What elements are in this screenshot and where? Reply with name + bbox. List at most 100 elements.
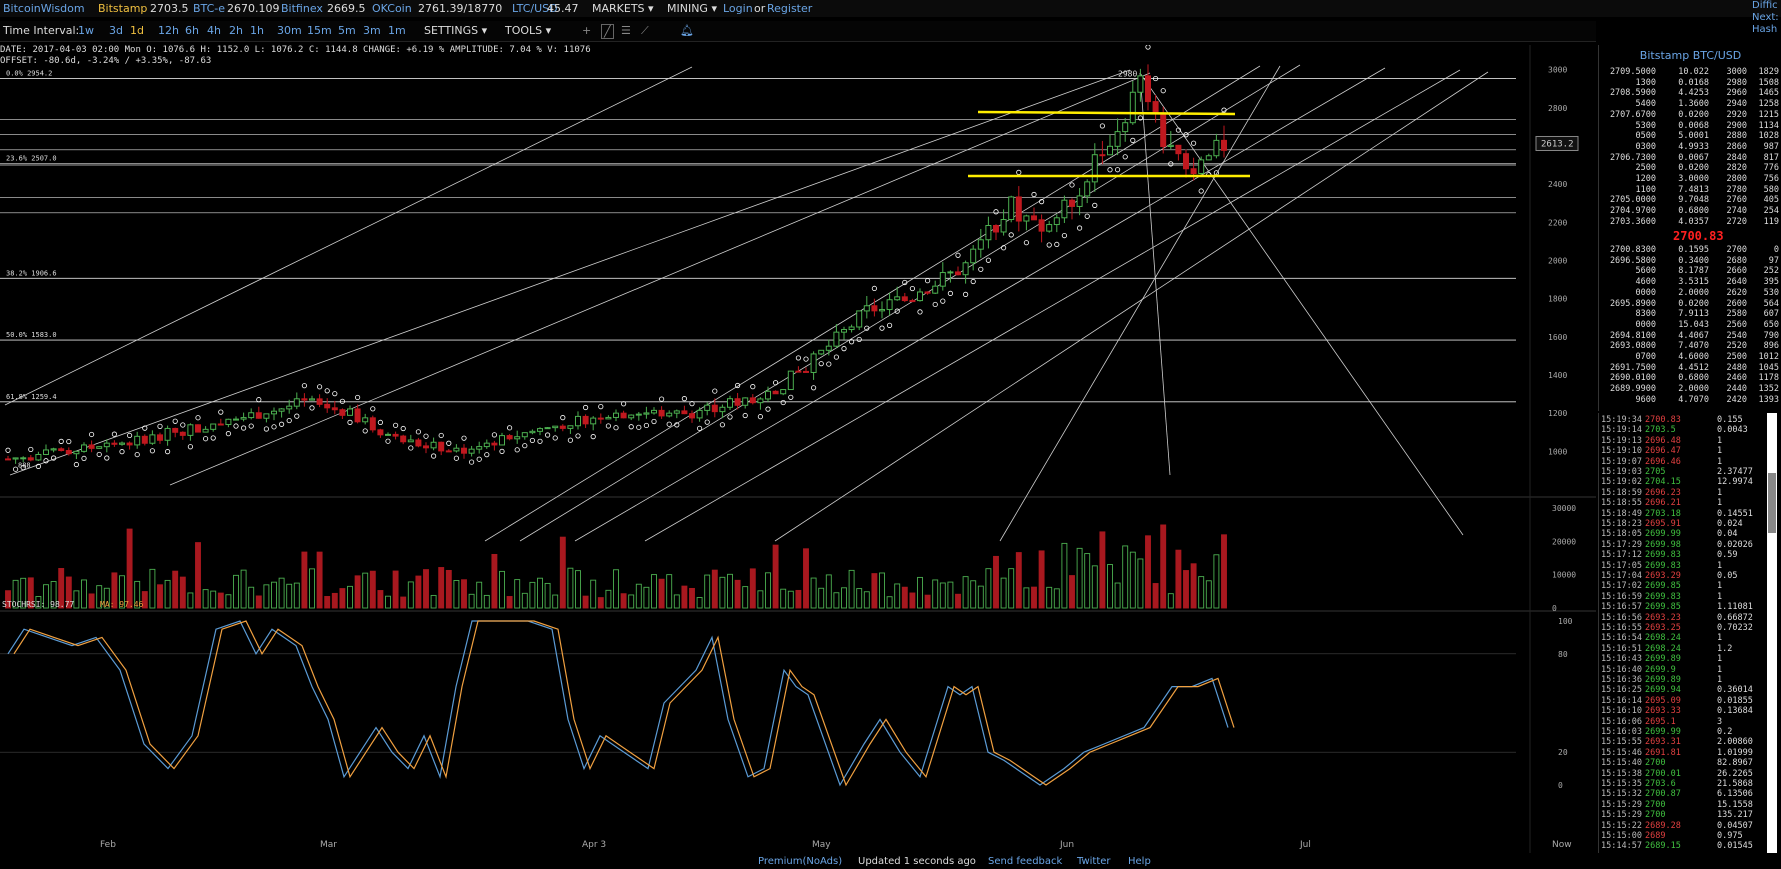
- sar-dot: [134, 451, 140, 458]
- volume-bar: [331, 592, 338, 609]
- last-price: 2700.83: [1673, 229, 1724, 243]
- stochrsi-tick-label: 0: [1558, 781, 1563, 790]
- sar-dot: [499, 448, 505, 454]
- ticker-okcoin-name[interactable]: OKCoin: [372, 2, 412, 15]
- sar-dot: [165, 449, 171, 455]
- order-book-cell: 790: [1763, 330, 1779, 341]
- trade-cell: 2696.48: [1645, 435, 1681, 446]
- scrollbar-thumb[interactable]: [1768, 473, 1776, 533]
- volume-bar: [255, 595, 262, 609]
- sar-dot: [362, 428, 368, 434]
- interval-1h[interactable]: 1h: [250, 24, 264, 37]
- ticker-bitfinex-name[interactable]: Bitfinex: [281, 2, 323, 15]
- order-book-cell: 1508: [1758, 77, 1779, 88]
- trades-scrollbar[interactable]: [1767, 413, 1777, 853]
- login-link[interactable]: Login: [723, 2, 753, 15]
- send-feedback-link[interactable]: Send feedback: [988, 856, 1063, 867]
- fib-fan-tool-icon[interactable]: ⟋: [641, 24, 649, 37]
- volume-tick-label: 10000: [1552, 571, 1576, 580]
- volume-bar: [1175, 549, 1182, 609]
- volume-bar: [377, 590, 384, 609]
- volume-bar: [962, 576, 969, 609]
- candle-body: [681, 410, 688, 415]
- order-book-cell: 580: [1763, 184, 1779, 195]
- horizontal-lines-tool-icon[interactable]: ☰: [621, 24, 631, 37]
- candle-body: [453, 447, 460, 452]
- site-logo[interactable]: BitcoinWisdom: [3, 2, 85, 15]
- candle-body: [1114, 131, 1121, 147]
- order-book-cell: 1012: [1758, 352, 1779, 362]
- volume-bar: [537, 577, 543, 609]
- trade-cell: 2693.29: [1645, 571, 1681, 581]
- bell-icon[interactable]: 🔔︎: [680, 24, 694, 37]
- candle-body: [635, 413, 642, 416]
- premium-link[interactable]: Premium(NoAds): [758, 856, 843, 867]
- tools-menu[interactable]: TOOLS ▾: [505, 24, 551, 37]
- price-chart[interactable]: 0.0% 2954.2 23.6% 2507.0 38.2% 1906.6 50.0%…: [0, 45, 1596, 853]
- sar-dot: [66, 438, 72, 445]
- order-book-row: 2500 0.0200 2820 776: [1599, 163, 1781, 173]
- interval-6h[interactable]: 6h: [185, 24, 199, 37]
- volume-bar: [96, 585, 103, 609]
- settings-menu[interactable]: SETTINGS ▾: [424, 24, 487, 37]
- trade-cell: 15:16:59: [1601, 591, 1642, 602]
- sar-dot: [324, 388, 330, 394]
- order-book-cell: 3.0000: [1678, 174, 1709, 184]
- candle-body: [347, 408, 353, 416]
- volume-bar: [506, 596, 513, 609]
- register-link[interactable]: Register: [767, 2, 813, 15]
- volume-bar: [977, 585, 984, 609]
- sar-dot: [803, 356, 809, 362]
- volume-bar: [453, 580, 460, 609]
- candle-body: [1076, 195, 1083, 207]
- trade-cell: 15:18:23: [1601, 519, 1642, 529]
- trade-cell: 15:15:40: [1601, 758, 1642, 769]
- interval-30m[interactable]: 30m: [277, 24, 302, 37]
- sar-dot: [712, 388, 718, 394]
- trend-line: [644, 69, 1461, 542]
- ticker-bitstamp-name[interactable]: Bitstamp: [98, 2, 148, 15]
- interval-1w[interactable]: 1w: [78, 24, 94, 37]
- interval-5m[interactable]: 5m: [338, 24, 356, 37]
- sar-dot: [263, 426, 269, 432]
- interval-12h[interactable]: 12h: [158, 24, 179, 37]
- sar-dot: [377, 419, 383, 426]
- volume-bar: [620, 593, 627, 609]
- interval-3m[interactable]: 3m: [363, 24, 381, 37]
- network-stats: Diffic Next: Hash: [1752, 0, 1779, 36]
- volume-tick-label: 0: [1552, 604, 1557, 613]
- sar-dot: [1000, 245, 1007, 251]
- interval-1d[interactable]: 1d: [130, 24, 144, 37]
- help-link[interactable]: Help: [1128, 856, 1151, 867]
- interval-3d[interactable]: 3d: [109, 24, 123, 37]
- volume-bar: [582, 595, 589, 609]
- ticker-btce-name[interactable]: BTC-e: [193, 2, 226, 15]
- crosshair-tool-icon[interactable]: +: [582, 24, 592, 37]
- markets-menu[interactable]: MARKETS ▾: [592, 2, 654, 15]
- sar-dot: [529, 437, 536, 444]
- sar-dot: [1016, 169, 1022, 175]
- sar-dot: [1175, 127, 1182, 133]
- interval-4h[interactable]: 4h: [207, 24, 221, 37]
- candle-body: [445, 450, 452, 453]
- line-tool-icon[interactable]: ╱: [601, 24, 614, 39]
- candle-body: [582, 415, 589, 425]
- volume-bar: [742, 586, 749, 609]
- sar-dot: [544, 432, 551, 438]
- interval-15m[interactable]: 15m: [307, 24, 332, 37]
- trade-cell: 2699.89: [1645, 654, 1681, 665]
- order-book-cell: 2780: [1726, 184, 1747, 195]
- mining-menu[interactable]: MINING ▾: [667, 2, 717, 15]
- ticker-ltcusd-name[interactable]: LTC/USD: [512, 2, 558, 15]
- interval-2h[interactable]: 2h: [229, 24, 243, 37]
- trend-line: [1139, 72, 1464, 536]
- candle-body: [309, 398, 315, 401]
- volume-bar: [362, 572, 369, 609]
- candle-body: [81, 444, 87, 452]
- sar-dot: [5, 447, 11, 453]
- trade-cell: 2695.09: [1645, 695, 1681, 706]
- trade-cell: 15:16:55: [1601, 623, 1642, 633]
- sar-dot: [940, 298, 946, 304]
- interval-1m[interactable]: 1m: [388, 24, 406, 37]
- twitter-link[interactable]: Twitter: [1077, 856, 1111, 867]
